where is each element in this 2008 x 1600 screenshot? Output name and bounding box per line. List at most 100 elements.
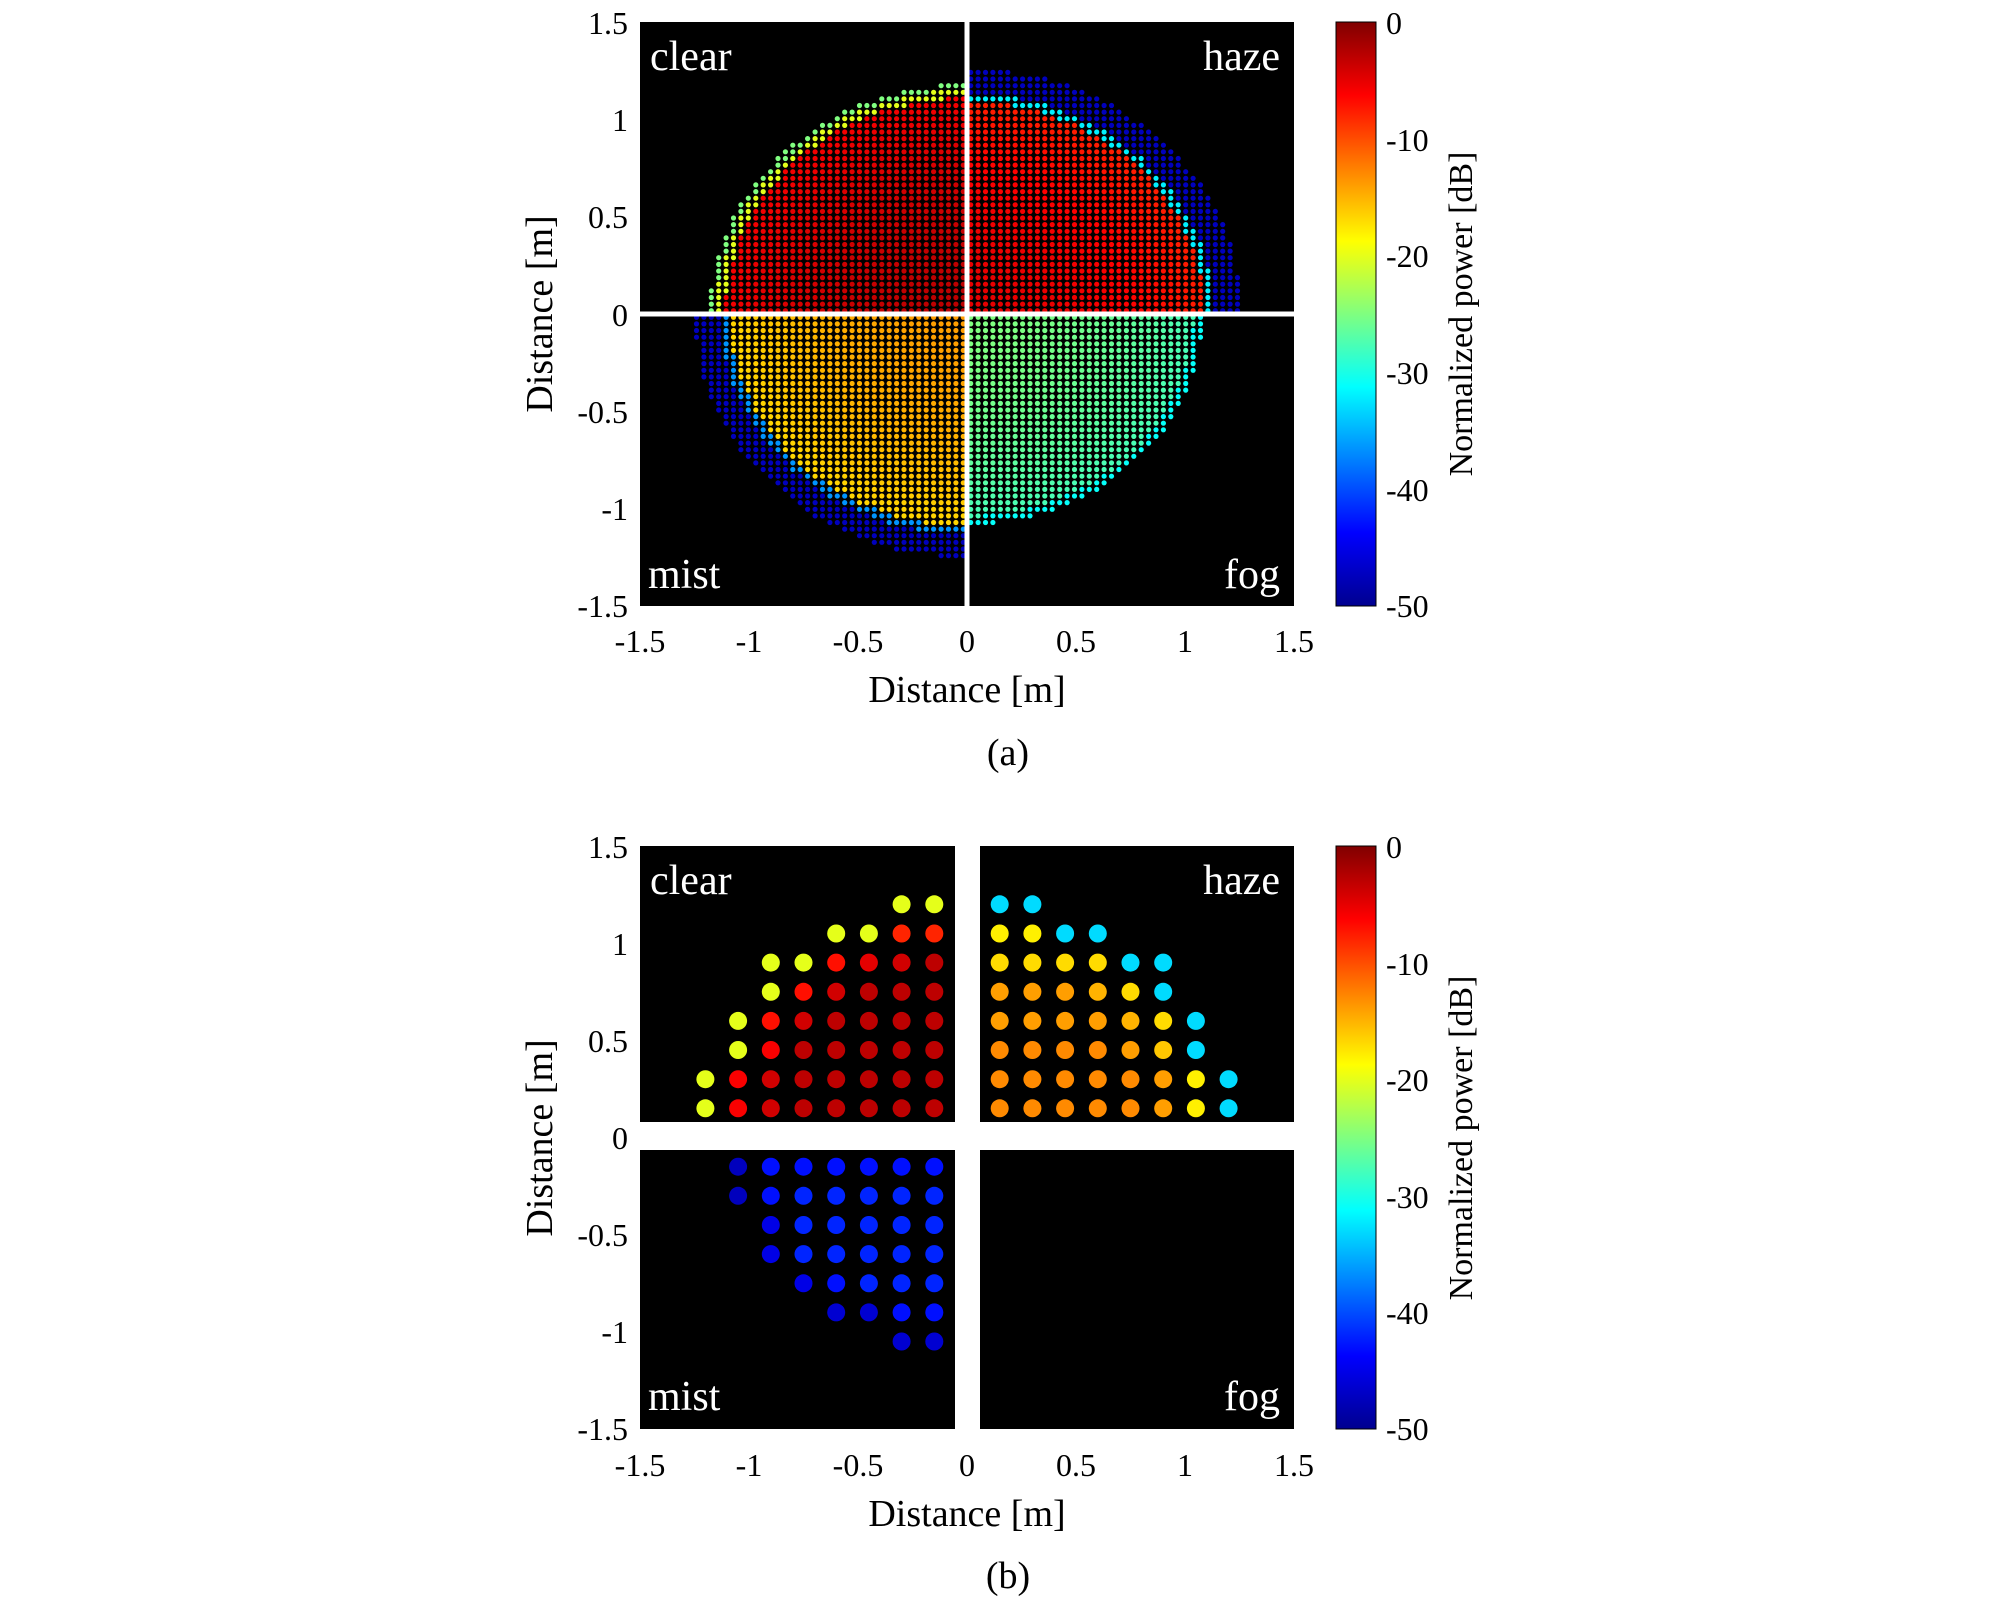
heatmap-cell-clear (819, 248, 826, 254)
heatmap-cell-mist (886, 493, 892, 499)
heatmap-cell-haze (990, 228, 996, 234)
heatmap-cell-mist (908, 546, 915, 552)
heatmap-cell-fog (997, 341, 1004, 347)
heatmap-cell-haze (1131, 288, 1137, 294)
heatmap-cell-haze (1175, 228, 1181, 234)
heatmap-cell-fog (1027, 347, 1033, 353)
heatmap-cell-haze (1146, 241, 1152, 248)
heatmap-cell-haze (1071, 281, 1078, 287)
heatmap-cell-clear (871, 222, 877, 228)
panel-a-colorbar-tick: 0 (1386, 5, 1402, 41)
heatmap-cell-mist (886, 334, 892, 340)
heatmap-cell-clear (856, 155, 863, 162)
heatmap-cell-clear (738, 255, 744, 261)
heatmap-cell-mist (856, 327, 863, 334)
heatmap-cell-fog (975, 420, 981, 426)
heatmap-cell-fog (975, 480, 981, 486)
heatmap-cell-haze (1138, 275, 1144, 281)
heatmap-cell-mist (945, 387, 952, 393)
heatmap-cell-mist (849, 407, 855, 413)
heatmap-cell-haze (1212, 255, 1218, 261)
heatmap-cell-clear (768, 275, 774, 281)
heatmap-cell-mist (782, 447, 789, 453)
heatmap-cell-clear (931, 208, 937, 214)
heatmap-cell-haze (1168, 235, 1174, 241)
heatmap-cell-haze (975, 255, 981, 261)
heatmap-cell-mist (745, 374, 751, 380)
heatmap-cell-mist (945, 427, 952, 433)
heatmap-cell-mist (745, 367, 751, 373)
heatmap-cell-haze (1183, 195, 1189, 201)
panel-b-xtick: -1.5 (615, 1447, 666, 1483)
heatmap-cell-mist (768, 473, 774, 479)
heatmap-cell-haze (1123, 222, 1129, 228)
heatmap-cell-haze (1094, 215, 1100, 221)
heatmap-cell-fog (997, 334, 1004, 340)
heatmap-cell-fog (1049, 334, 1055, 340)
heatmap-cell-clear (953, 202, 959, 208)
heatmap-cell-fog (1049, 354, 1055, 360)
heatmap-cell-haze (1190, 255, 1196, 261)
heatmap-cell-mist (745, 407, 751, 413)
heatmap-cell-mist (716, 374, 722, 380)
heatmap-cell-clear (856, 235, 863, 241)
heatmap-cell-haze (1071, 195, 1078, 201)
heatmap-cell-clear (842, 136, 848, 142)
heatmap-cell-mist (886, 466, 892, 473)
heatmap-cell-fog (1005, 480, 1011, 486)
heatmap-cell-haze (1005, 116, 1011, 122)
heatmap-cell-haze (1034, 228, 1040, 234)
heatmap-cell-mist (945, 533, 952, 539)
heatmap-cell-mist (842, 466, 848, 473)
heatmap-cell-haze (997, 182, 1004, 188)
heatmap-cell-mist (886, 447, 892, 453)
heatmap-cell-fog (997, 433, 1004, 439)
heatmap-cell-haze (1108, 122, 1115, 128)
heatmap-cell-mist (723, 414, 729, 420)
scatter-point-clear (892, 982, 911, 1001)
heatmap-cell-clear (738, 294, 744, 301)
heatmap-cell-mist (738, 440, 744, 446)
heatmap-cell-fog (1101, 400, 1107, 406)
heatmap-cell-mist (849, 400, 855, 406)
heatmap-cell-clear (953, 275, 959, 281)
heatmap-cell-haze (990, 248, 996, 254)
heatmap-cell-clear (886, 162, 892, 168)
heatmap-cell-haze (1005, 129, 1011, 135)
heatmap-cell-haze (1064, 248, 1070, 254)
heatmap-cell-mist (856, 380, 863, 387)
heatmap-cell-mist (886, 414, 892, 420)
heatmap-cell-clear (931, 162, 937, 168)
heatmap-cell-fog (1005, 367, 1011, 373)
heatmap-cell-clear (730, 222, 737, 228)
heatmap-cell-mist (879, 447, 885, 453)
heatmap-cell-mist (901, 506, 907, 512)
heatmap-cell-haze (1168, 195, 1174, 201)
heatmap-cell-mist (834, 493, 840, 499)
heatmap-cell-haze (990, 129, 996, 135)
heatmap-cell-mist (916, 394, 922, 400)
scatter-point-haze (1056, 982, 1075, 1001)
heatmap-cell-haze (1183, 202, 1189, 208)
heatmap-cell-haze (1020, 175, 1026, 181)
scatter-point-clear (729, 1041, 748, 1059)
heatmap-cell-fog (1131, 380, 1137, 387)
heatmap-cell-haze (1220, 268, 1226, 274)
heatmap-cell-fog (1012, 486, 1018, 492)
heatmap-cell-mist (864, 486, 870, 492)
heatmap-cell-fog (1101, 367, 1107, 373)
heatmap-cell-mist (753, 327, 759, 334)
heatmap-cell-clear (768, 222, 774, 228)
heatmap-cell-clear (790, 281, 796, 287)
heatmap-cell-clear (871, 288, 877, 294)
heatmap-cell-clear (945, 149, 952, 155)
panel-b-ytick: 1.5 (588, 829, 628, 865)
heatmap-cell-mist (908, 519, 915, 526)
heatmap-cell-mist (901, 480, 907, 486)
heatmap-cell-haze (975, 96, 981, 102)
heatmap-cell-clear (782, 189, 789, 195)
heatmap-cell-clear (753, 275, 759, 281)
heatmap-cell-mist (768, 420, 774, 426)
heatmap-cell-fog (1005, 486, 1011, 492)
heatmap-cell-clear (923, 235, 929, 241)
